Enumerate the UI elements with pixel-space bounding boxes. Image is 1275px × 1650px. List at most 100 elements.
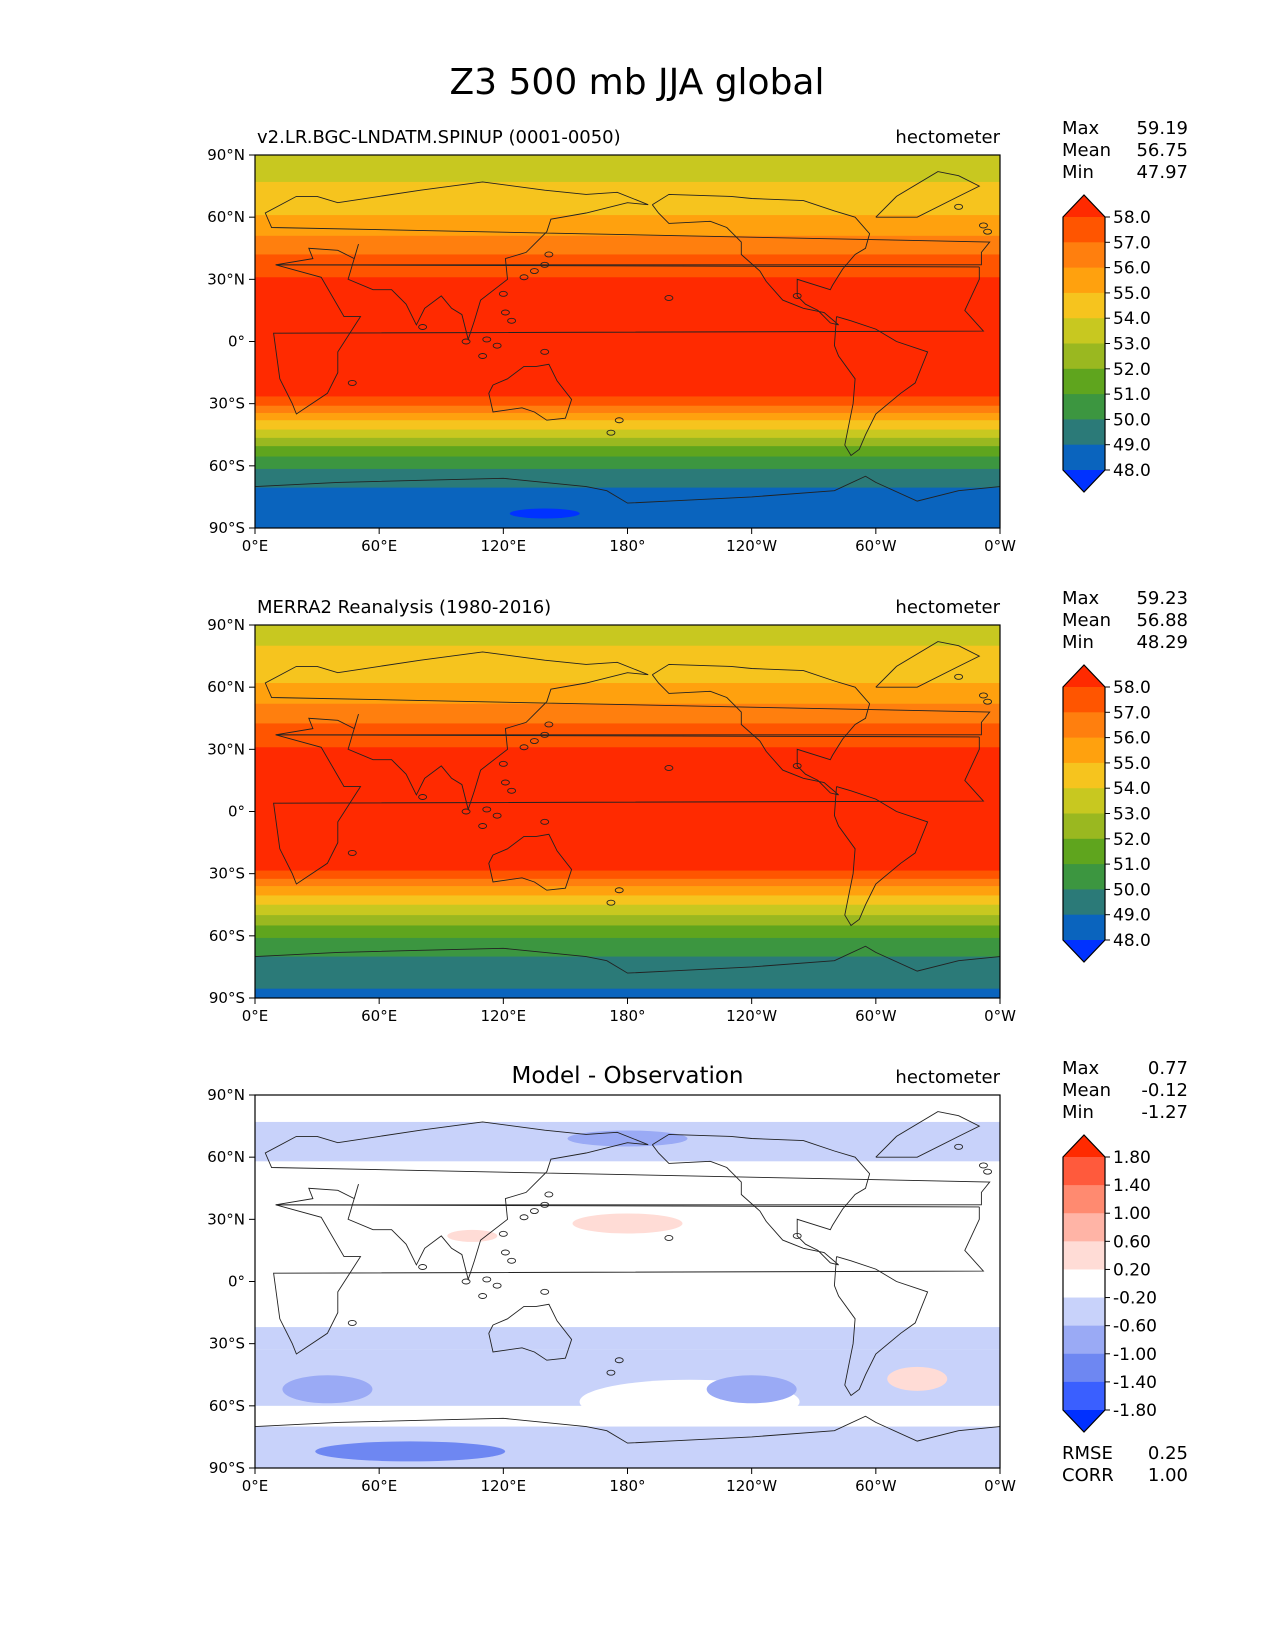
island-coast (540, 1201, 550, 1208)
island-coast (461, 808, 471, 815)
colorbar-segment (1063, 1353, 1105, 1383)
island-coast (544, 721, 554, 728)
island-coast (418, 324, 428, 330)
lat-tick-label: 30°S (209, 1335, 245, 1353)
island-coast (498, 290, 508, 297)
colorbar-extend-bottom (1063, 1410, 1105, 1432)
lat-tick-label: 90°S (209, 989, 245, 1007)
island-coast (507, 1257, 517, 1264)
contour-band (255, 155, 1000, 183)
colorbar-tick-label: 1.80 (1113, 1148, 1151, 1168)
coastline (273, 1204, 985, 1355)
lon-tick-label: 0°E (242, 537, 269, 555)
stat-value: 48.29 (1136, 632, 1188, 653)
coastline (273, 734, 985, 885)
contour-band (255, 886, 1000, 897)
island-coast (614, 1357, 624, 1364)
contour-band (255, 487, 1000, 528)
lon-tick-label: 180° (609, 537, 645, 555)
contour-band (255, 468, 1000, 489)
contour-band (255, 412, 1000, 421)
metric-value: 1.00 (1148, 1465, 1188, 1486)
stat-label: Min (1062, 162, 1094, 183)
island-coast (492, 342, 502, 349)
colorbar-tick-label: 50.0 (1113, 880, 1151, 900)
contour-patch (282, 1375, 373, 1404)
panel-reference: 90°N 60°N 30°N 0° 30°S 60°S 90°S0°E 60°E 120°E 18… (207, 588, 1188, 1025)
contour-band (255, 446, 1000, 458)
colorbar-tick-label: -1.80 (1113, 1401, 1157, 1421)
colorbar-segment (1063, 914, 1105, 941)
colorbar-segment (1063, 788, 1105, 814)
colorbar-tick-label: 48.0 (1113, 461, 1151, 481)
island-coast (347, 379, 357, 386)
lon-tick-label: 120°W (726, 537, 777, 555)
stat-value: 56.88 (1136, 610, 1188, 631)
lon-tick-label: 0°E (242, 1477, 269, 1495)
contour-band (255, 235, 1000, 256)
colorbar-tick-label: 53.0 (1113, 335, 1151, 355)
lon-tick-label: 0°W (984, 1477, 1016, 1495)
lat-tick-label: 60°N (207, 678, 245, 696)
colorbar-tick-label: 54.0 (1113, 779, 1151, 799)
contour-patch (509, 508, 580, 519)
lat-tick-label: 60°N (207, 208, 245, 226)
colorbar-tick-label: 52.0 (1113, 830, 1151, 850)
colorbar-segment (1063, 1185, 1105, 1214)
island-coast (418, 1264, 428, 1270)
island-coast (347, 1319, 357, 1326)
coastline (833, 316, 929, 457)
colorbar-tick-label: 54.0 (1113, 309, 1151, 329)
colorbar-tick-label: 51.0 (1113, 385, 1151, 405)
panel-title: Model - Observation (511, 1063, 743, 1089)
island-coast (478, 353, 488, 359)
island-coast (606, 429, 616, 436)
lat-tick-label: 60°S (209, 927, 245, 945)
colorbar-segment (1063, 1157, 1105, 1186)
contour-band (255, 904, 1000, 916)
lat-tick-label: 90°N (207, 146, 245, 164)
coastline (651, 663, 871, 796)
island-coast (519, 274, 529, 281)
contour-band (255, 437, 1000, 447)
island-coast (418, 794, 428, 800)
lat-tick-label: 60°N (207, 1148, 245, 1166)
contour-band (255, 683, 1000, 705)
lon-tick-label: 0°W (984, 537, 1016, 555)
lon-tick-label: 0°W (984, 1007, 1016, 1025)
contour-patch (572, 1213, 683, 1234)
contour-band (255, 420, 1000, 431)
colorbar-tick-label: 1.00 (1113, 1204, 1151, 1224)
lon-tick-label: 180° (609, 1007, 645, 1025)
coastline (255, 945, 1000, 974)
stat-value: 0.77 (1148, 1058, 1188, 1079)
lat-tick-label: 30°N (207, 740, 245, 758)
coastlines (255, 1111, 1000, 1444)
lat-tick-label: 30°S (209, 865, 245, 883)
colorbar-tick-label: -0.20 (1113, 1289, 1157, 1309)
contour-band (255, 277, 1000, 398)
contour-band (255, 429, 1000, 439)
lon-tick-label: 0°E (242, 1007, 269, 1025)
contour-band (255, 396, 1000, 407)
panel-units: hectometer (895, 127, 1000, 148)
colorbar-extend-bottom (1063, 470, 1105, 492)
coastline (273, 264, 985, 415)
lon-tick-label: 60°W (855, 537, 897, 555)
colorbar-segment (1063, 343, 1105, 370)
island-coast (529, 1208, 539, 1214)
metric-value: 0.25 (1148, 1443, 1188, 1464)
island-coast (492, 812, 502, 819)
panel-test: 90°N 60°N 30°N 0° 30°S 60°S 90°S0°E 60°E 120°E 18… (207, 118, 1188, 555)
island-coast (606, 899, 616, 906)
island-coast (954, 203, 964, 210)
stat-value: 47.97 (1136, 162, 1188, 183)
stat-value: 59.19 (1136, 118, 1188, 139)
contour-patch (447, 1229, 498, 1242)
colorbar-tick-label: 1.40 (1113, 1176, 1151, 1196)
lat-tick-label: 30°S (209, 395, 245, 413)
lat-tick-label: 0° (228, 803, 245, 821)
contour-band (255, 645, 1000, 684)
contour-patch (887, 1366, 948, 1391)
contour-patch (706, 1375, 797, 1404)
